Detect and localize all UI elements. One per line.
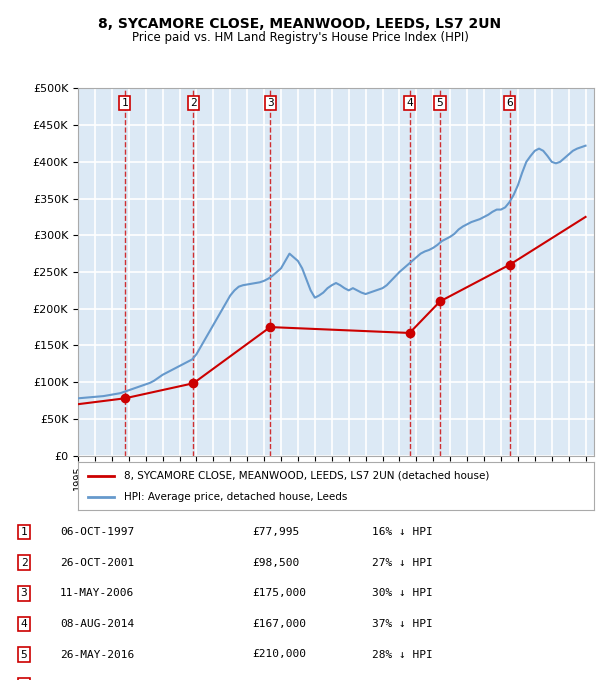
Text: 1: 1 — [20, 527, 28, 537]
Text: £98,500: £98,500 — [252, 558, 299, 568]
Text: 3: 3 — [20, 588, 28, 598]
Text: 5: 5 — [437, 98, 443, 108]
Text: 08-AUG-2014: 08-AUG-2014 — [60, 619, 134, 629]
Text: 3: 3 — [267, 98, 274, 108]
Text: 26-OCT-2001: 26-OCT-2001 — [60, 558, 134, 568]
Text: 28% ↓ HPI: 28% ↓ HPI — [372, 649, 433, 660]
Text: £210,000: £210,000 — [252, 649, 306, 660]
Text: 2: 2 — [190, 98, 197, 108]
Text: 16% ↓ HPI: 16% ↓ HPI — [372, 527, 433, 537]
Text: 8, SYCAMORE CLOSE, MEANWOOD, LEEDS, LS7 2UN: 8, SYCAMORE CLOSE, MEANWOOD, LEEDS, LS7 … — [98, 17, 502, 31]
Text: 06-OCT-1997: 06-OCT-1997 — [60, 527, 134, 537]
Text: 5: 5 — [20, 649, 28, 660]
Text: 1: 1 — [121, 98, 128, 108]
Text: 11-MAY-2006: 11-MAY-2006 — [60, 588, 134, 598]
Text: £175,000: £175,000 — [252, 588, 306, 598]
Text: 8, SYCAMORE CLOSE, MEANWOOD, LEEDS, LS7 2UN (detached house): 8, SYCAMORE CLOSE, MEANWOOD, LEEDS, LS7 … — [124, 471, 490, 481]
Text: HPI: Average price, detached house, Leeds: HPI: Average price, detached house, Leed… — [124, 492, 348, 502]
Text: 2: 2 — [20, 558, 28, 568]
Text: Price paid vs. HM Land Registry's House Price Index (HPI): Price paid vs. HM Land Registry's House … — [131, 31, 469, 44]
Text: £167,000: £167,000 — [252, 619, 306, 629]
Text: 26-MAY-2016: 26-MAY-2016 — [60, 649, 134, 660]
Text: 30% ↓ HPI: 30% ↓ HPI — [372, 588, 433, 598]
Text: 27% ↓ HPI: 27% ↓ HPI — [372, 558, 433, 568]
Text: £77,995: £77,995 — [252, 527, 299, 537]
Text: 37% ↓ HPI: 37% ↓ HPI — [372, 619, 433, 629]
Text: 6: 6 — [506, 98, 513, 108]
Text: 4: 4 — [20, 619, 28, 629]
Text: 4: 4 — [406, 98, 413, 108]
